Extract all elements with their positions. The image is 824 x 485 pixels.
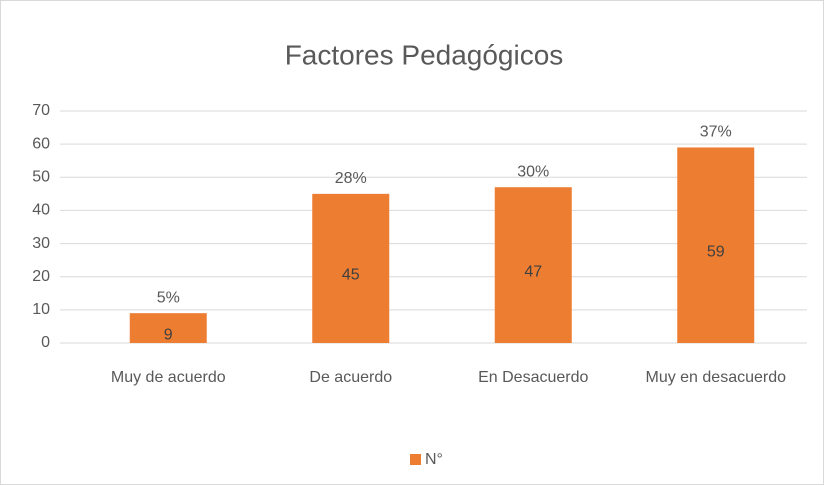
x-tick-label: En Desacuerdo: [478, 369, 588, 386]
bar: [494, 187, 572, 343]
percent-label: 28%: [335, 170, 367, 187]
y-tick-label: 30: [32, 235, 50, 252]
percent-label: 37%: [700, 124, 732, 141]
bar: [312, 193, 390, 343]
y-tick-label: 10: [32, 301, 50, 318]
data-label: 9: [164, 326, 173, 343]
legend-label: N°: [425, 451, 443, 468]
x-tick-label: De acuerdo: [309, 369, 392, 386]
y-tick-label: 20: [32, 268, 50, 285]
bar: [677, 147, 755, 343]
chart-title: Factores Pedagógicos: [285, 39, 564, 70]
percent-label: 5%: [157, 289, 180, 306]
x-tick-label: Muy en desacuerdo: [645, 369, 786, 386]
data-label: 45: [342, 267, 360, 284]
y-tick-label: 70: [32, 102, 50, 119]
y-tick-label: 60: [32, 135, 50, 152]
y-tick-label: 0: [41, 334, 50, 351]
bar: [129, 313, 207, 343]
y-tick-label: 50: [32, 169, 50, 186]
data-label: 47: [524, 263, 542, 280]
legend-swatch: [410, 454, 421, 465]
percent-label: 30%: [517, 163, 549, 180]
data-label: 59: [707, 243, 725, 260]
y-tick-label: 40: [32, 202, 50, 219]
x-tick-label: Muy de acuerdo: [111, 369, 226, 386]
